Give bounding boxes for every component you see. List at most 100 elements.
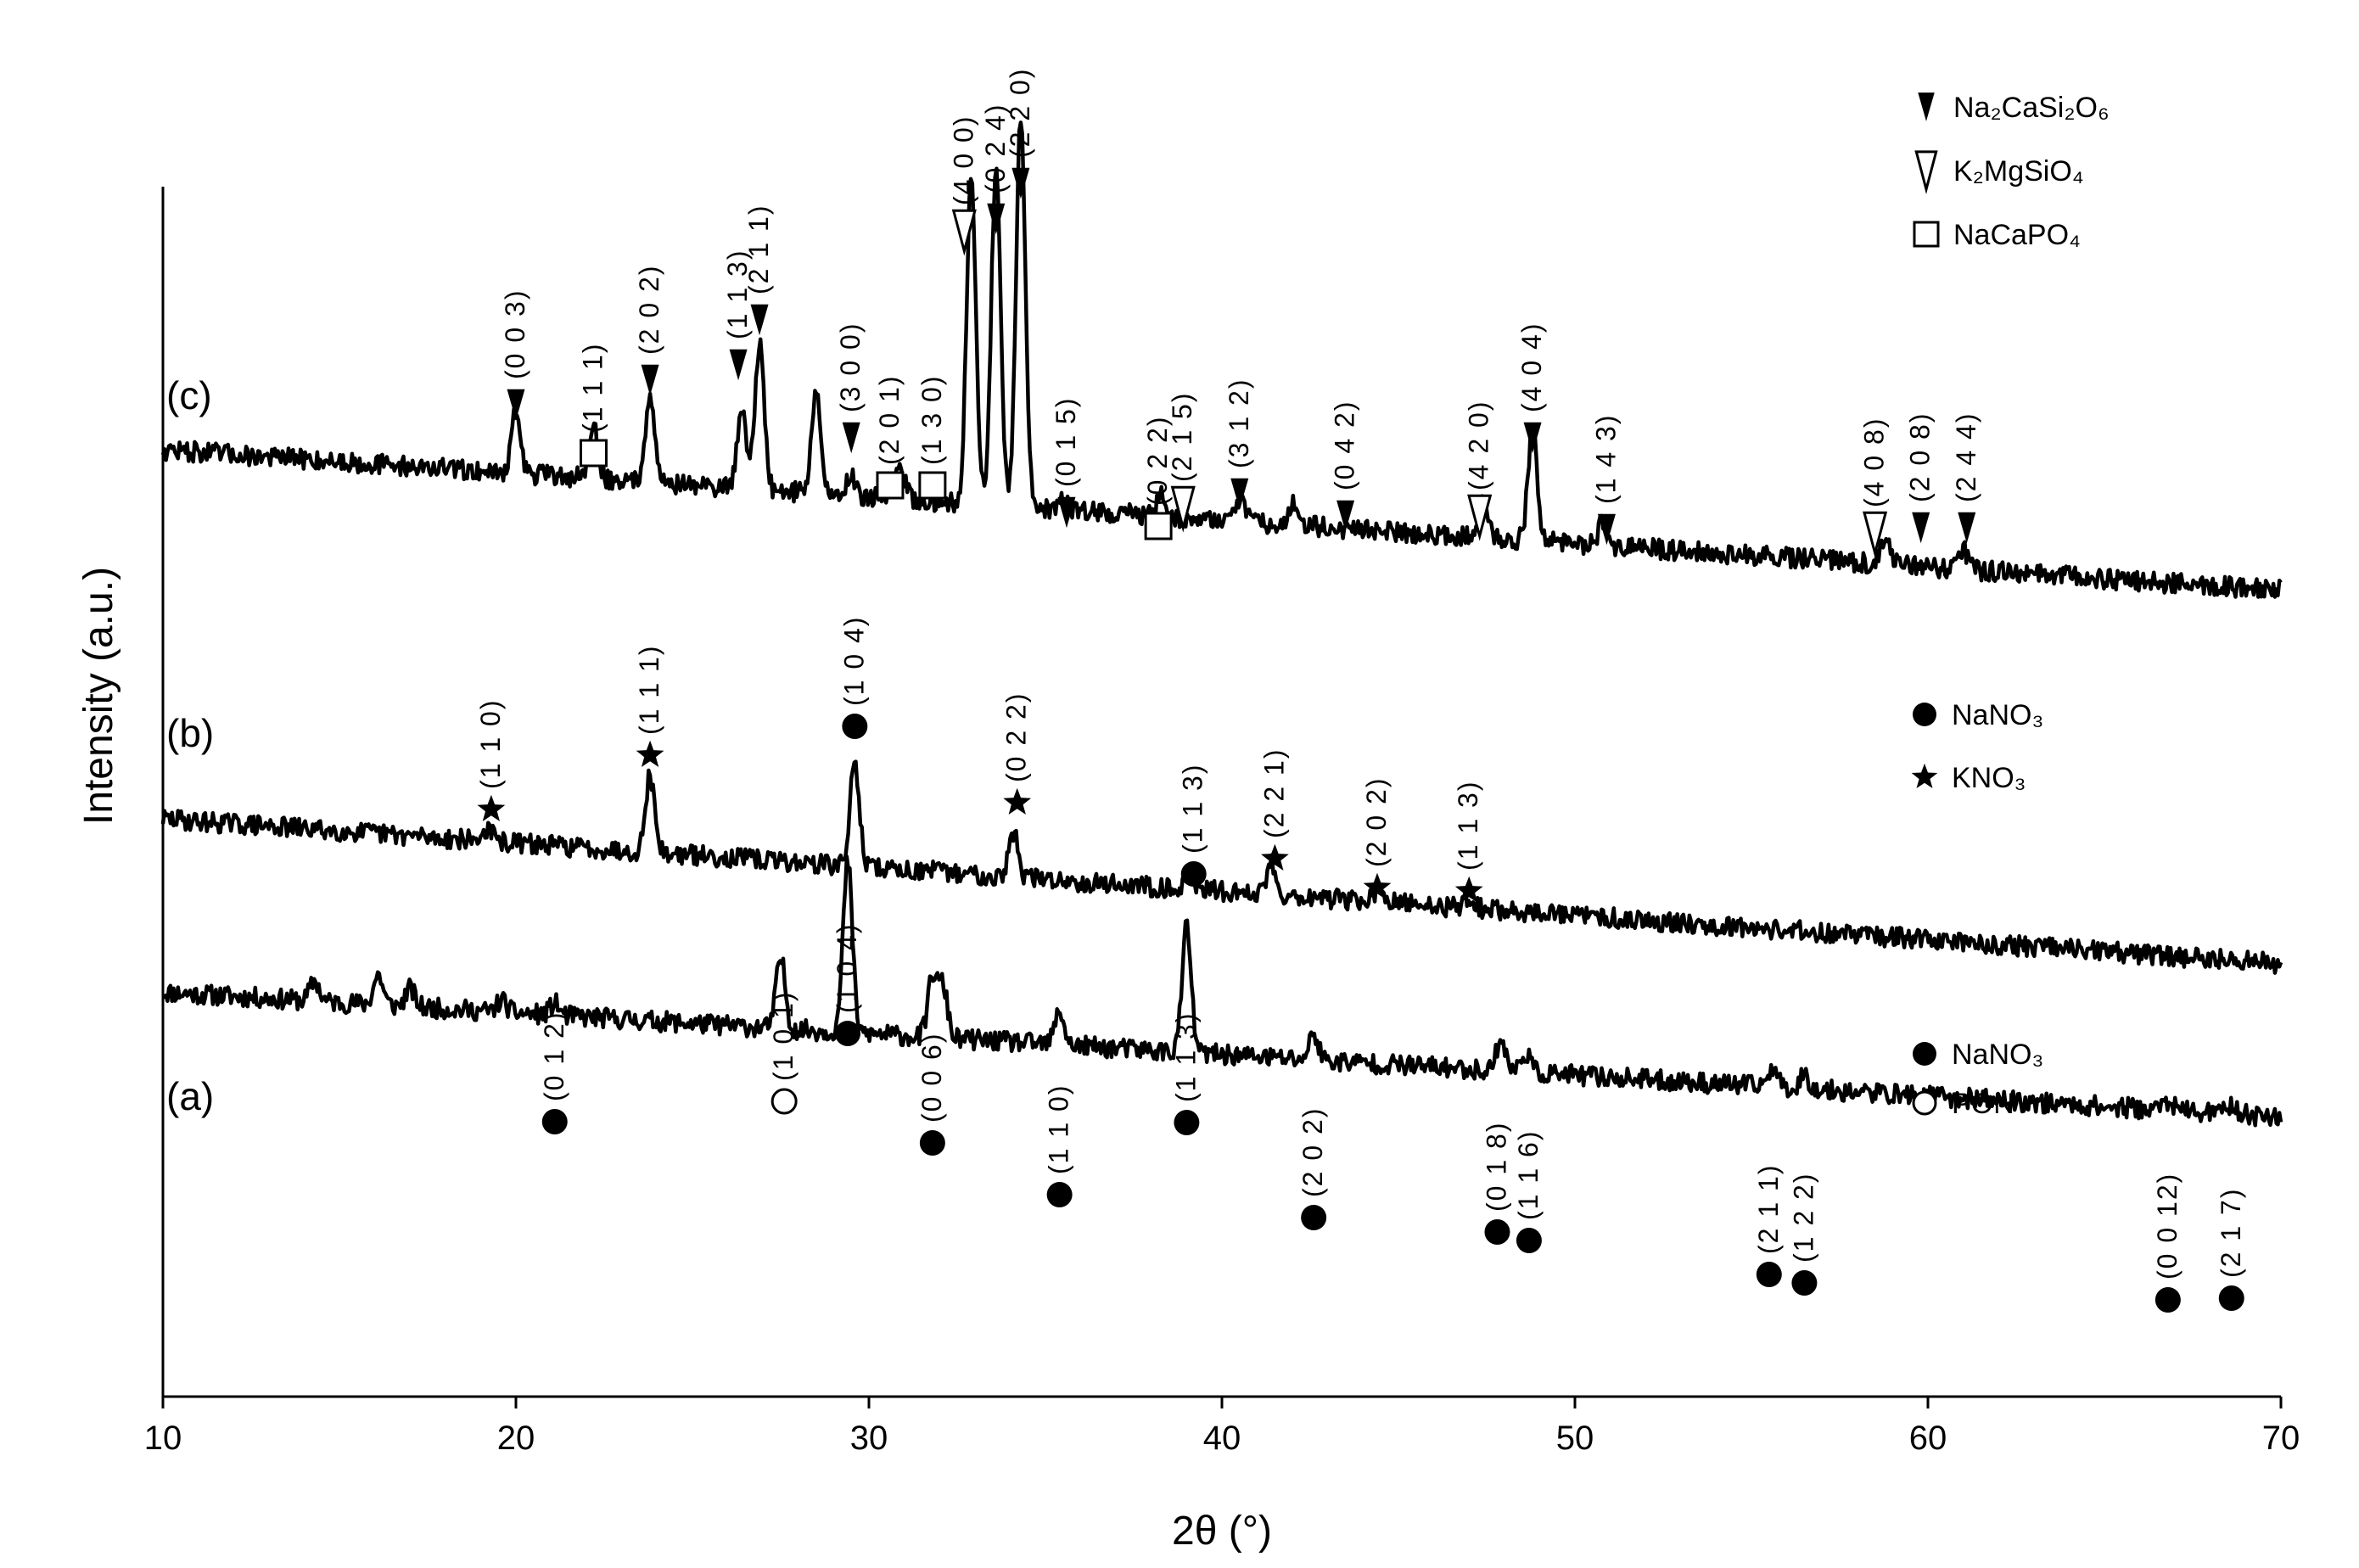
peak-annotation: (3 0 0): [835, 322, 866, 454]
peak-annotation: (1 2 2): [1788, 1173, 1818, 1296]
peak-annotation: (1 1 3): [722, 249, 753, 381]
star-marker: [1003, 787, 1032, 815]
legend-item-label: NaNO₃: [1952, 1039, 2043, 1071]
miller-index-label: (1 2 2): [1788, 1173, 1818, 1263]
filled-triangle-marker: [987, 203, 1006, 235]
open-triangle-marker: [1170, 485, 1196, 533]
miller-index-label: (1 3 0): [916, 375, 947, 465]
peak-annotation: (2 1 7): [2216, 1188, 2246, 1311]
miller-index-label: (2 0 2): [1361, 777, 1392, 867]
miller-index-label: (0 2 2): [1142, 416, 1173, 506]
legend-item-label: NaNO₃: [1952, 699, 2043, 731]
filled-triangle-marker: [1918, 92, 1935, 121]
filled-circle-marker: [1791, 1270, 1818, 1296]
legend-c: Na₂CaSi₂O₆ K₂MgSiO₄ NaCaPO₄: [1913, 92, 2110, 251]
peak-annotation: (4 0 4): [1516, 322, 1547, 454]
miller-index-label: (0 0 6): [916, 1033, 947, 1123]
miller-index-label: (4 0 8): [1859, 417, 1890, 507]
peak-annotation: (2 0 2): [1297, 1107, 1328, 1230]
peak-annotation: (0 2 4): [980, 104, 1011, 235]
star-marker: [636, 740, 664, 767]
peak-annotation: (0 1 2): [539, 1011, 569, 1134]
x-tick-label: 60: [1909, 1420, 1947, 1457]
miller-index-label: (1 1 0): [1044, 1084, 1074, 1174]
open-triangle-marker: [1863, 511, 1888, 558]
open-triangle-marker: [951, 209, 977, 256]
miller-index-label: (1 1 3): [722, 249, 753, 339]
peak-annotation: (2 2 1): [1258, 748, 1289, 871]
miller-index-label: (0 0 12): [2152, 1173, 2182, 1280]
legend-item: NaNO₃: [1913, 699, 2043, 731]
filled-triangle-marker: [1057, 496, 1076, 529]
miller-index-label: (2 2 1): [1258, 748, 1289, 838]
peak-annotation: (1 0 1): [768, 991, 798, 1115]
miller-index-label: (0 1 8): [1481, 1122, 1511, 1212]
filled-triangle-marker: [1011, 167, 1030, 199]
miller-index-label: (0 2 4): [980, 104, 1011, 193]
peak-annotation: (1 1 6): [1513, 1130, 1544, 1253]
miller-index-label: (3 0 0): [835, 322, 866, 412]
open-circle-marker: [1912, 1090, 1937, 1116]
x-axis-title: 2θ (°): [1172, 1509, 1272, 1554]
miller-index-label: (0 1 5): [1051, 397, 1081, 487]
miller-index-label: (1 4 3): [1590, 414, 1621, 504]
open-square-marker: [580, 439, 608, 468]
x-ticks: 10 20 30 40 50 60 70: [144, 1397, 2300, 1457]
filled-triangle-marker: [1230, 478, 1249, 510]
filled-circle-marker: [835, 1021, 861, 1046]
legends: Na₂CaSi₂O₆ K₂MgSiO₄ NaCaPO₄ NaNO₃ KNO₃ NaNO₃ P…: [1911, 92, 2110, 1120]
peak-annotation: (1 1 1): [578, 343, 608, 468]
x-tick-label: 40: [1203, 1420, 1241, 1457]
star-marker: [1911, 763, 1938, 788]
x-tick-label: 10: [144, 1420, 182, 1457]
legend-item: K₂MgSiO₄: [1914, 150, 2084, 194]
miller-index-label: (2 4 4): [1951, 412, 1981, 502]
pattern-label-c: (c): [166, 373, 212, 417]
miller-index-label: (4 0 4): [1516, 322, 1547, 412]
filled-circle-marker: [1913, 703, 1936, 726]
peak-annotation: (1 1 3): [1453, 781, 1483, 903]
filled-circle-marker: [1301, 1205, 1327, 1230]
miller-index-label: (2 0 8): [1905, 412, 1936, 502]
miller-index-label: (4 2 0): [1464, 400, 1494, 490]
filled-triangle-marker: [507, 389, 525, 421]
peak-annotation: (1 1 3): [1178, 764, 1208, 887]
miller-index-label: (0 1 2): [539, 1011, 569, 1101]
peak-annotation: (1 0 4): [838, 616, 869, 739]
miller-index-label: (1 0 4): [832, 923, 862, 1013]
peak-annotation: (0 1 8): [1481, 1122, 1511, 1245]
miller-index-label: (2 1 1): [1753, 1164, 1784, 1254]
open-circle-marker: [770, 1088, 798, 1115]
filled-triangle-marker: [641, 364, 659, 396]
miller-index-label: (2 0 2): [1297, 1107, 1328, 1197]
legend-item: NaNO₃: [1913, 1039, 2043, 1071]
pattern-label-a: (a): [166, 1074, 214, 1118]
peak-annotation: (2 1 5): [1167, 392, 1197, 533]
open-square-marker: [918, 471, 947, 500]
miller-index-label: (1 1 0): [475, 699, 506, 789]
miller-index-label: (0 4 2): [1330, 400, 1360, 490]
x-tick-label: 70: [2262, 1420, 2300, 1457]
peak-annotation: (0 0 12): [2152, 1173, 2182, 1313]
x-tick-label: 50: [1556, 1420, 1594, 1457]
peak-annotation: (1 1 0): [1044, 1084, 1074, 1207]
legend-item-label: KNO₃: [1952, 762, 2026, 794]
miller-index-label: (2 2 0): [1005, 68, 1035, 158]
filled-circle-marker: [842, 714, 868, 739]
axes: 10 20 30 40 50 60 70 2θ (°) Intensity (a.u.): [76, 187, 2300, 1554]
peak-annotation: (0 0 6): [916, 1033, 947, 1156]
pattern-trace-b: [160, 759, 2283, 975]
miller-index-label: (2 1 5): [1167, 392, 1197, 482]
miller-index-label: (1 1 1): [634, 645, 664, 735]
pattern-labels: (a) (b) (c): [166, 373, 214, 1118]
diffraction-patterns: [160, 120, 2283, 1128]
legend-b: NaNO₃ KNO₃: [1911, 699, 2043, 794]
legend-item: Na₂CaSi₂O₆: [1918, 92, 2110, 124]
peak-annotation: (0 4 2): [1330, 400, 1360, 532]
legend-item: KNO₃: [1911, 762, 2026, 794]
legend-item-label: Na₂CaSi₂O₆: [1953, 92, 2110, 124]
pattern-label-b: (b): [166, 711, 214, 755]
star-marker: [1363, 872, 1392, 899]
legend-item: PON: [1912, 1088, 2014, 1120]
filled-circle-marker: [1484, 1219, 1510, 1245]
